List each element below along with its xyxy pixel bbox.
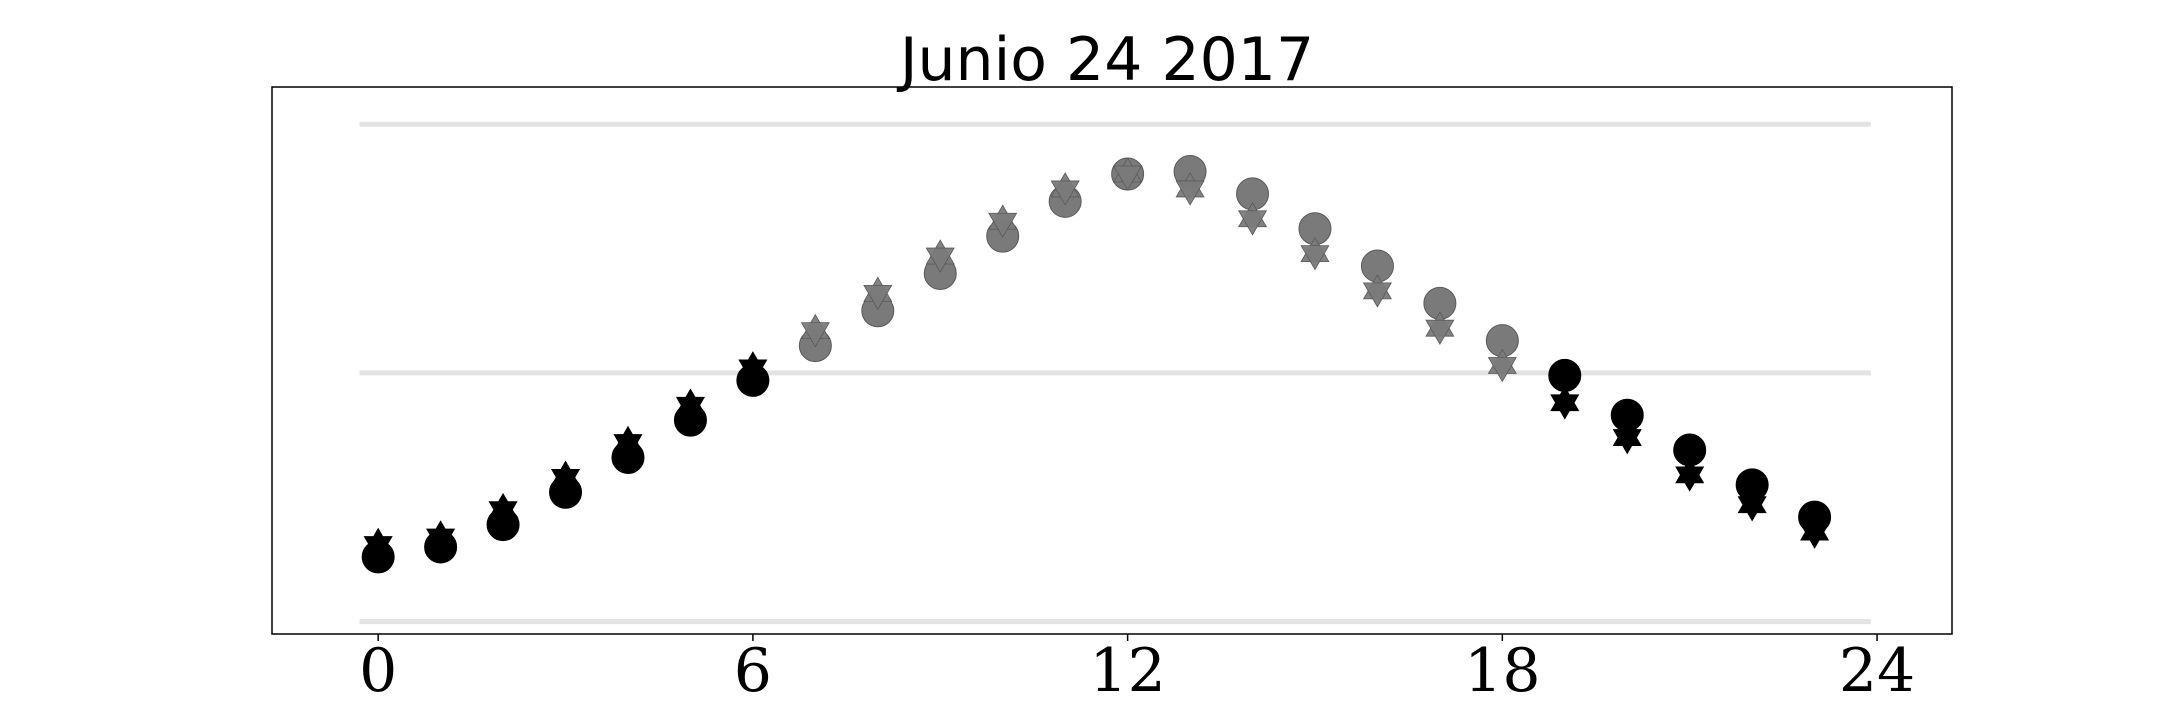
data-point-star [426, 520, 456, 554]
star-triangle [925, 247, 955, 273]
star-triangle [1175, 180, 1205, 206]
data-point-star [1550, 385, 1580, 420]
star-triangle [1425, 319, 1455, 345]
star-triangle [738, 359, 768, 385]
data-point-star [1612, 420, 1642, 455]
plot-area [271, 86, 1953, 635]
star-triangle [1800, 523, 1830, 549]
star-triangle [550, 468, 581, 495]
star-triangle [363, 536, 393, 562]
x-axis: 0 6 12 18 24 [359, 634, 1915, 706]
data-point-star [613, 425, 643, 460]
star-triangle [1612, 429, 1642, 455]
data-point-star [800, 313, 830, 348]
x-tick-label: 6 [734, 636, 772, 706]
data-point-star [1800, 515, 1830, 549]
star-triangle [488, 501, 518, 527]
data-point-star [1362, 274, 1392, 308]
star-triangle [800, 322, 830, 348]
star-triangle [1300, 245, 1330, 271]
star-triangle [1050, 180, 1080, 206]
data-point-star [1737, 487, 1767, 522]
star-triangle [863, 284, 893, 311]
data-point-star [925, 239, 955, 273]
data-point-star [1425, 311, 1455, 345]
gridlines [359, 121, 1871, 625]
star-triangle [426, 528, 456, 554]
data-point-star [1175, 172, 1205, 206]
data-point-star [675, 388, 705, 423]
data-point-star [988, 204, 1018, 239]
star-triangle [1737, 496, 1767, 522]
data-points [361, 155, 1832, 574]
star-triangle [1362, 282, 1392, 308]
star-triangle [1237, 210, 1268, 236]
x-tick-label: 18 [1464, 636, 1540, 706]
data-point-star [363, 527, 393, 562]
data-point-star [488, 492, 518, 527]
data-point-star [1237, 201, 1268, 236]
data-point-star [1300, 236, 1330, 271]
star-triangle [1675, 466, 1705, 492]
star-triangle [1113, 165, 1143, 191]
star-triangle [1550, 394, 1580, 420]
data-point-star [1487, 348, 1517, 383]
data-point-star [1113, 157, 1143, 191]
x-tick-label: 12 [1089, 636, 1165, 706]
chart-title: Junio 24 2017 [896, 25, 1314, 95]
star-triangle [613, 434, 643, 460]
x-tick-label: 0 [359, 636, 397, 706]
data-point-star [1050, 172, 1080, 206]
x-tick-label: 24 [1839, 636, 1915, 706]
star-triangle [1487, 357, 1517, 383]
data-point-star [550, 460, 581, 495]
data-point-star [863, 276, 893, 311]
data-point-star [738, 351, 768, 385]
star-triangle [988, 212, 1018, 239]
data-point-star [1675, 458, 1705, 492]
star-triangle [675, 396, 705, 423]
